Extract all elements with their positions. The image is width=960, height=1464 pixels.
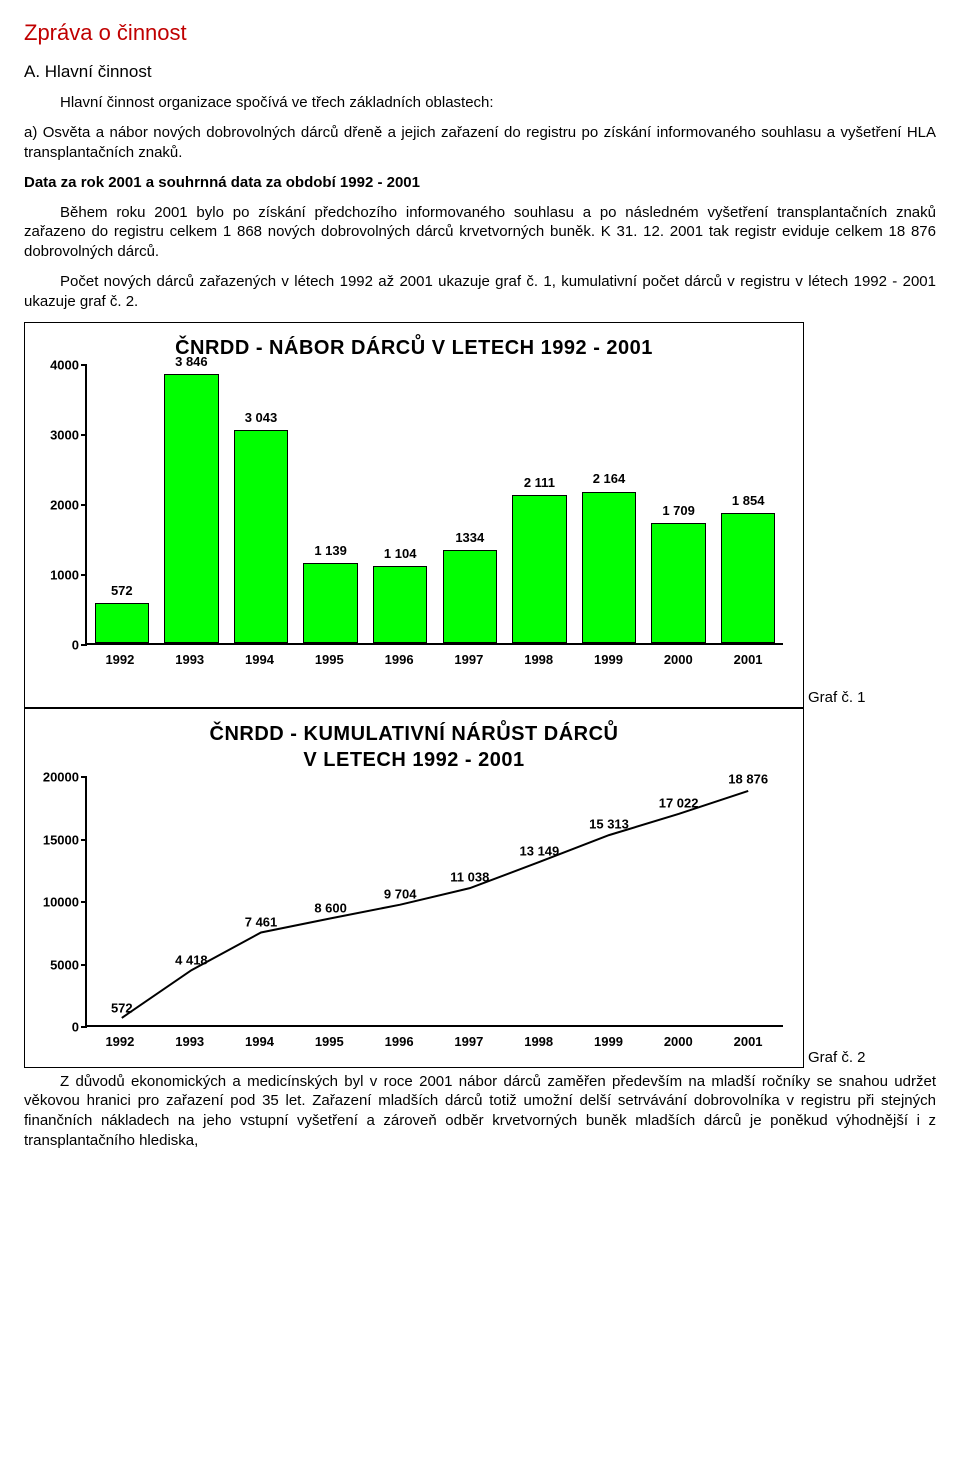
chart-2-xlabels: 1992199319941995199619971998199920002001 — [85, 1027, 783, 1050]
chart-2-point-label: 11 038 — [450, 869, 489, 886]
chart-1-ytick: 0 — [37, 636, 79, 653]
report-title: Zpráva o činnost — [24, 18, 936, 47]
chart-2-xlabel: 1993 — [155, 1033, 225, 1050]
chart-1-bar-label: 572 — [92, 582, 152, 599]
chart-1-title: ČNRDD - NÁBOR DÁRCŮ V LETECH 1992 - 2001 — [35, 335, 793, 361]
chart-2-box: ČNRDD - KUMULATIVNÍ NÁRŮST DÁRCŮ V LETEC… — [24, 708, 804, 1068]
paragraph-1: Během roku 2001 bylo po získání předchoz… — [24, 203, 936, 262]
chart-1-plot: 010002000300040005723 8463 0431 1391 104… — [85, 365, 783, 645]
chart-2-xlabel: 1998 — [504, 1033, 574, 1050]
chart-1-xlabel: 2000 — [643, 651, 713, 668]
graf-1-label: Graf č. 1 — [808, 688, 866, 708]
chart-2-point-label: 17 022 — [659, 794, 699, 811]
chart-2-title: ČNRDD - KUMULATIVNÍ NÁRŮST DÁRCŮ V LETEC… — [35, 721, 793, 774]
chart-2-xlabel: 1995 — [294, 1033, 364, 1050]
chart-1-bar — [651, 523, 705, 643]
chart-1-bar — [303, 563, 357, 643]
intro-paragraph: Hlavní činnost organizace spočívá ve tře… — [24, 93, 936, 113]
chart-1-xlabel: 1997 — [434, 651, 504, 668]
chart-1-bar-label: 1334 — [440, 529, 500, 546]
chart-2-point-label: 18 876 — [728, 771, 768, 788]
chart-1-ytick: 2000 — [37, 496, 79, 513]
chart-2-xlabel: 1996 — [364, 1033, 434, 1050]
chart-1-xlabel: 2001 — [713, 651, 783, 668]
graf-2-label: Graf č. 2 — [808, 1048, 866, 1068]
chart-2-line-svg — [87, 777, 783, 1025]
data-period-heading: Data za rok 2001 a souhrnná data za obdo… — [24, 173, 936, 193]
chart-1-ytick: 1000 — [37, 566, 79, 583]
chart-1-bar — [721, 513, 775, 643]
chart-2-point-label: 9 704 — [384, 886, 417, 903]
chart-1-xlabel: 1996 — [364, 651, 434, 668]
chart-1-xlabel: 1992 — [85, 651, 155, 668]
chart-2-point-label: 15 313 — [589, 815, 629, 832]
chart-2-ytick: 10000 — [37, 894, 79, 911]
chart-1-bar — [512, 495, 566, 643]
chart-2-row: ČNRDD - KUMULATIVNÍ NÁRŮST DÁRCŮ V LETEC… — [24, 708, 936, 1068]
chart-2-xlabel: 2001 — [713, 1033, 783, 1050]
chart-2-xlabel: 1992 — [85, 1033, 155, 1050]
chart-1-bar — [95, 603, 149, 643]
section-a-heading: A. Hlavní činnost — [24, 61, 936, 83]
chart-1-xlabel: 1994 — [225, 651, 295, 668]
chart-1-row: ČNRDD - NÁBOR DÁRCŮ V LETECH 1992 - 2001… — [24, 322, 936, 708]
chart-1-xlabel: 1995 — [294, 651, 364, 668]
chart-1-bar-label: 2 111 — [509, 474, 569, 491]
chart-1-bar-label: 3 846 — [161, 353, 221, 370]
chart-1-box: ČNRDD - NÁBOR DÁRCŮ V LETECH 1992 - 2001… — [24, 322, 804, 708]
bottom-paragraph: Z důvodů ekonomických a medicínských byl… — [24, 1072, 936, 1151]
chart-1-ytick: 3000 — [37, 426, 79, 443]
chart-1-xlabel: 1999 — [574, 651, 644, 668]
chart-2-ytick: 15000 — [37, 831, 79, 848]
chart-1-bar-label: 3 043 — [231, 409, 291, 426]
chart-2-point-label: 572 — [111, 1000, 133, 1017]
chart-1-xlabel: 1998 — [504, 651, 574, 668]
chart-2-ytick: 0 — [37, 1019, 79, 1036]
chart-1-ytick: 4000 — [37, 356, 79, 373]
chart-1-bar — [234, 430, 288, 643]
chart-1-bar-label: 1 139 — [301, 542, 361, 559]
chart-2-xlabel: 1997 — [434, 1033, 504, 1050]
chart-2-point-label: 7 461 — [245, 914, 278, 931]
chart-1-bar-label: 1 854 — [718, 492, 778, 509]
chart-2-ytick: 20000 — [37, 769, 79, 786]
chart-1-xlabel: 1993 — [155, 651, 225, 668]
chart-1-xlabels: 1992199319941995199619971998199920002001 — [85, 645, 783, 668]
chart-1-bar-label: 2 164 — [579, 470, 639, 487]
chart-2-point-label: 4 418 — [175, 952, 208, 969]
chart-1-bar — [582, 492, 636, 643]
chart-1-bar-label: 1 104 — [370, 545, 430, 562]
chart-2-xlabel: 1994 — [225, 1033, 295, 1050]
chart-2-xlabel: 1999 — [574, 1033, 644, 1050]
chart-2-point-label: 8 600 — [314, 899, 347, 916]
chart-1-bar-label: 1 709 — [649, 502, 709, 519]
chart-2-point-label: 13 149 — [520, 842, 560, 859]
item-a-paragraph: a) Osvěta a nábor nových dobrovolných dá… — [24, 123, 936, 163]
chart-1-bar — [443, 550, 497, 643]
chart-2-ytick: 5000 — [37, 956, 79, 973]
chart-1-bar — [164, 374, 218, 643]
chart-2-xlabel: 2000 — [643, 1033, 713, 1050]
chart-1-bar — [373, 566, 427, 643]
chart-2-plot: 050001000015000200005724 4187 4618 6009 … — [85, 777, 783, 1027]
paragraph-2: Počet nových dárců zařazených v létech 1… — [24, 272, 936, 312]
